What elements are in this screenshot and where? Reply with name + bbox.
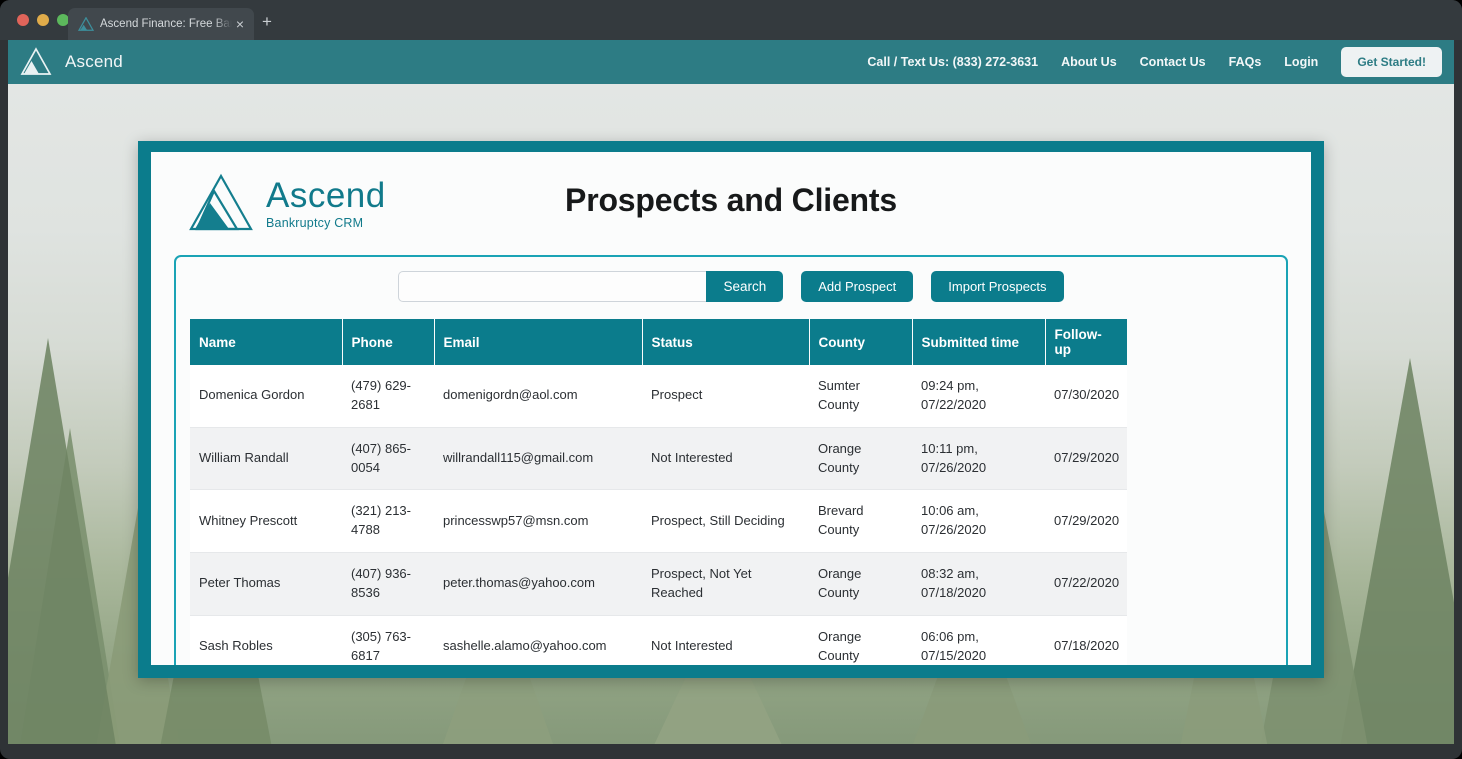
table-head: Name Phone Email Status County Submitted… xyxy=(190,319,1127,365)
cell-name: Peter Thomas xyxy=(190,552,342,616)
cell-status: Not Interested xyxy=(642,615,809,665)
browser-tab-title: Ascend Finance: Free Bankrupt xyxy=(100,18,232,30)
browser-tab[interactable]: Ascend Finance: Free Bankrupt × xyxy=(68,8,254,40)
cell-followup: 07/30/2020 xyxy=(1045,365,1127,428)
cell-submitted: 10:11 pm, 07/26/2020 xyxy=(912,427,1045,491)
cell-phone: (407) 865-0054 xyxy=(342,427,434,491)
add-prospect-button[interactable]: Add Prospect xyxy=(801,271,914,302)
cell-email: domenigordn@aol.com xyxy=(434,365,642,428)
cell-name: Domenica Gordon xyxy=(190,365,342,428)
cell-followup: 07/22/2020 xyxy=(1045,552,1127,616)
prospects-panel: Search Add Prospect Import Prospects Nam… xyxy=(174,255,1288,665)
close-window-button[interactable] xyxy=(17,14,29,26)
cell-submitted: 10:06 am, 07/26/2020 xyxy=(912,489,1045,554)
crm-logo: Ascend Bankruptcy CRM xyxy=(187,172,386,234)
cell-submitted: 09:24 pm, 07/22/2020 xyxy=(912,365,1045,428)
minimize-window-button[interactable] xyxy=(37,14,49,26)
nav-item-phone[interactable]: Call / Text Us: (833) 272-3631 xyxy=(867,55,1039,69)
crm-card-header: Ascend Bankruptcy CRM Prospects and Clie… xyxy=(173,166,1289,246)
search-button[interactable]: Search xyxy=(706,271,784,302)
ascend-favicon-icon xyxy=(78,17,94,31)
column-header-name[interactable]: Name xyxy=(190,319,343,365)
cell-county: Orange County xyxy=(809,552,912,616)
column-header-submitted[interactable]: Submitted time xyxy=(912,319,1046,365)
cell-phone: (305) 763-6817 xyxy=(342,615,434,665)
table-header-row: Name Phone Email Status County Submitted… xyxy=(190,319,1127,365)
cell-followup: 07/18/2020 xyxy=(1045,615,1127,665)
cell-county: Orange County xyxy=(809,615,912,665)
cell-email: sashelle.alamo@yahoo.com xyxy=(434,615,642,665)
get-started-button[interactable]: Get Started! xyxy=(1341,47,1442,77)
crm-logo-subtitle: Bankruptcy CRM xyxy=(266,216,364,230)
prospects-table-scroll[interactable]: Name Phone Email Status County Submitted… xyxy=(190,319,1272,665)
cell-email: willrandall115@gmail.com xyxy=(434,427,642,491)
crm-logo-name: Ascend xyxy=(266,176,386,215)
cell-phone: (479) 629-2681 xyxy=(342,365,434,428)
table-row[interactable]: Sash Robles (305) 763-6817 sashelle.alamo@… xyxy=(190,615,1127,665)
table-row[interactable]: Domenica Gordon (479) 629-2681 domenigordn… xyxy=(190,365,1127,428)
crm-card-inner: Ascend Bankruptcy CRM Prospects and Clie… xyxy=(151,152,1311,665)
cell-status: Prospect xyxy=(642,365,809,428)
cell-email: peter.thomas@yahoo.com xyxy=(434,552,642,616)
ascend-crm-logo-icon xyxy=(189,173,253,231)
cell-name: Sash Robles xyxy=(190,615,342,665)
maximize-window-button[interactable] xyxy=(57,14,69,26)
cell-county: Orange County xyxy=(809,427,912,491)
cell-status: Not Interested xyxy=(642,427,809,491)
table-row[interactable]: Whitney Prescott (321) 213-4788 princesswp… xyxy=(190,489,1127,554)
cell-followup: 07/29/2020 xyxy=(1045,427,1127,491)
cell-name: Whitney Prescott xyxy=(190,489,342,554)
column-header-status[interactable]: Status xyxy=(642,319,810,365)
cell-submitted: 08:32 am, 07/18/2020 xyxy=(912,552,1045,616)
nav-item-contact-us[interactable]: Contact Us xyxy=(1139,55,1206,69)
table-row[interactable]: Peter Thomas (407) 936-8536 peter.thomas@y… xyxy=(190,552,1127,616)
page-title: Prospects and Clients xyxy=(565,182,897,218)
search-group: Search xyxy=(398,271,784,302)
import-prospects-button[interactable]: Import Prospects xyxy=(931,271,1064,302)
site-header: Ascend Call / Text Us: (833) 272-3631 Ab… xyxy=(8,40,1454,84)
cell-status: Prospect, Still Deciding xyxy=(642,489,809,554)
crm-wordmark: Ascend Bankruptcy CRM xyxy=(266,172,386,230)
browser-titlebar: Ascend Finance: Free Bankrupt × + xyxy=(0,0,1462,40)
new-tab-icon[interactable]: + xyxy=(262,12,272,31)
window-traffic-lights xyxy=(17,14,69,26)
tree-decoration xyxy=(8,338,118,744)
cell-county: Brevard County xyxy=(809,489,912,554)
cell-name: William Randall xyxy=(190,427,342,491)
site-brand[interactable]: Ascend xyxy=(20,47,123,77)
prospects-table: Name Phone Email Status County Submitted… xyxy=(190,319,1127,665)
column-header-email[interactable]: Email xyxy=(434,319,643,365)
cell-phone: (321) 213-4788 xyxy=(342,489,434,554)
nav-item-about-us[interactable]: About Us xyxy=(1061,55,1117,69)
site-nav: Call / Text Us: (833) 272-3631 About Us … xyxy=(867,47,1442,77)
nav-item-login[interactable]: Login xyxy=(1284,55,1319,69)
column-header-followup[interactable]: Follow-up xyxy=(1045,319,1127,365)
search-input[interactable] xyxy=(398,271,707,302)
close-tab-icon[interactable]: × xyxy=(235,16,244,32)
table-body: Domenica Gordon (479) 629-2681 domenigordn… xyxy=(190,365,1127,665)
cell-county: Sumter County xyxy=(809,365,912,428)
column-header-county[interactable]: County xyxy=(809,319,913,365)
site-brand-label: Ascend xyxy=(65,52,123,71)
nav-item-faqs[interactable]: FAQs xyxy=(1228,55,1262,69)
cell-phone: (407) 936-8536 xyxy=(342,552,434,616)
cell-email: princesswp57@msn.com xyxy=(434,489,642,554)
cell-followup: 07/29/2020 xyxy=(1045,489,1127,554)
table-row[interactable]: William Randall (407) 865-0054 willrandall… xyxy=(190,427,1127,491)
column-header-phone[interactable]: Phone xyxy=(342,319,435,365)
crm-card: Ascend Bankruptcy CRM Prospects and Clie… xyxy=(138,141,1324,678)
cell-status: Prospect, Not Yet Reached xyxy=(642,552,809,616)
panel-controls: Search Add Prospect Import Prospects xyxy=(190,271,1272,302)
cell-submitted: 06:06 pm, 07/15/2020 xyxy=(912,615,1045,665)
ascend-logo-icon xyxy=(20,47,52,75)
